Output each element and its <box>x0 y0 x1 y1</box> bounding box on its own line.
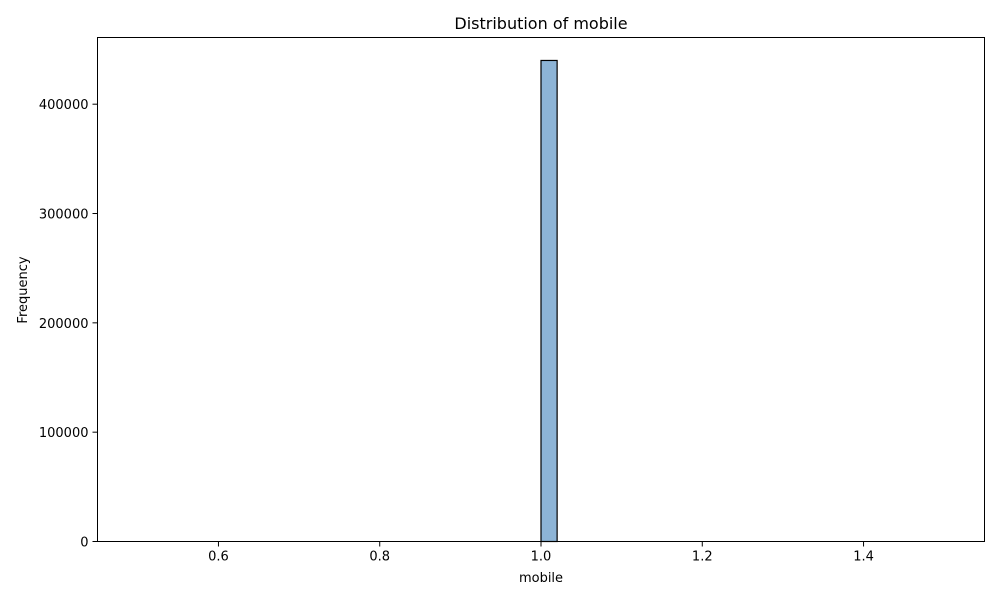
y-tick-label: 300000 <box>39 208 89 223</box>
x-tick-label: 1.2 <box>692 550 713 565</box>
x-axis-ticks: 0.6 0.8 1.0 1.2 1.4 <box>208 541 874 565</box>
x-tick-label: 0.6 <box>208 550 229 565</box>
y-tick-label: 100000 <box>39 426 89 441</box>
y-tick-label: 400000 <box>39 98 89 113</box>
y-axis-ticks: 0 100000 200000 300000 400000 <box>39 98 98 551</box>
x-tick-label: 0.8 <box>369 550 390 565</box>
y-tick-label: 0 <box>80 536 88 551</box>
x-axis-label: mobile <box>519 571 563 586</box>
x-tick-label: 1.0 <box>531 550 552 565</box>
x-tick-label: 1.4 <box>853 550 874 565</box>
histogram-bar <box>540 59 558 543</box>
bars-group <box>540 59 558 543</box>
y-axis-label: Frequency <box>16 256 31 323</box>
chart-title: Distribution of mobile <box>454 14 627 33</box>
y-tick-label: 200000 <box>39 317 89 332</box>
